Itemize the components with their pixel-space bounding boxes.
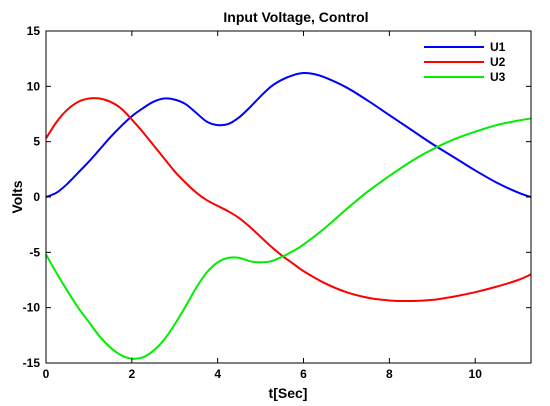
x-tick-label: 10 xyxy=(469,367,483,381)
legend-label-u2: U2 xyxy=(490,55,506,69)
y-tick-label: 10 xyxy=(27,79,41,93)
x-tick-label: 0 xyxy=(43,367,50,381)
series-layer xyxy=(45,72,532,360)
x-tick-label: 8 xyxy=(386,367,393,381)
chart-title: Input Voltage, Control xyxy=(223,9,368,25)
x-tick-label: 4 xyxy=(214,367,221,381)
y-tick-label: -15 xyxy=(23,356,41,370)
series-line-u3 xyxy=(45,117,532,360)
plot-area xyxy=(46,31,531,363)
legend-label-u1: U1 xyxy=(490,40,506,54)
tick-layer: 0 2 4 6 8 10 -15 -10 -5 0 5 10 15 xyxy=(23,24,531,381)
y-axis-label: Volts xyxy=(9,180,25,213)
series-line-u1 xyxy=(45,72,532,198)
y-tick-label: -10 xyxy=(23,301,41,315)
series-line-u2 xyxy=(45,97,532,303)
y-tick-label: -5 xyxy=(29,245,40,259)
x-tick-label: 6 xyxy=(300,367,307,381)
y-tick-label: 5 xyxy=(33,135,40,149)
legend-label-u3: U3 xyxy=(490,70,506,84)
x-tick-label: 2 xyxy=(128,367,135,381)
y-tick-label: 0 xyxy=(33,190,40,204)
x-axis-label: t[Sec] xyxy=(269,385,308,401)
y-tick-label: 15 xyxy=(27,24,41,38)
